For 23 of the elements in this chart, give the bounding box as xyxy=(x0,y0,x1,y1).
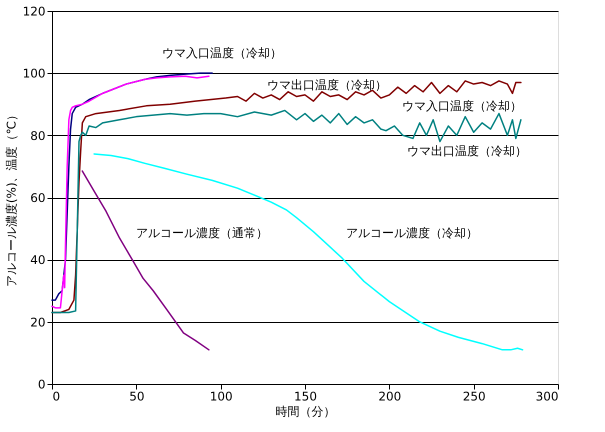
annotation: ウマ出口温度（冷却） xyxy=(407,144,527,158)
x-tick-label: 200 xyxy=(378,390,402,404)
y-tick-label: 120 xyxy=(22,4,46,18)
annotation: ウマ入口温度（冷却） xyxy=(402,99,522,113)
x-tick-label: 250 xyxy=(462,390,486,404)
x-tick-label: 0 xyxy=(52,390,60,404)
y-tick-label: 20 xyxy=(30,315,46,330)
annotation: ウマ入口温度（冷却） xyxy=(162,46,282,60)
x-tick-label: 50 xyxy=(129,390,144,404)
annotation: ウマ出口温度（冷却） xyxy=(267,78,387,92)
x-tick-label: 150 xyxy=(294,390,317,404)
line-series xyxy=(82,170,210,351)
y-tick-label: 60 xyxy=(30,191,46,205)
annotation: アルコール濃度（冷却） xyxy=(346,226,478,240)
annotation: アルコール濃度（通常） xyxy=(136,226,268,240)
y-axis-title: アルコール濃度(%)、温度（℃） xyxy=(4,108,19,288)
x-tick-label: 100 xyxy=(210,390,233,404)
y-tick-label: 80 xyxy=(30,128,46,143)
x-axis-title: 時間（分） xyxy=(276,404,336,418)
x-tick-label: 300 xyxy=(536,390,558,404)
y-tick-label: 0 xyxy=(38,378,46,392)
y-tick-label: 100 xyxy=(22,66,46,81)
y-tick-label: 40 xyxy=(30,253,46,268)
